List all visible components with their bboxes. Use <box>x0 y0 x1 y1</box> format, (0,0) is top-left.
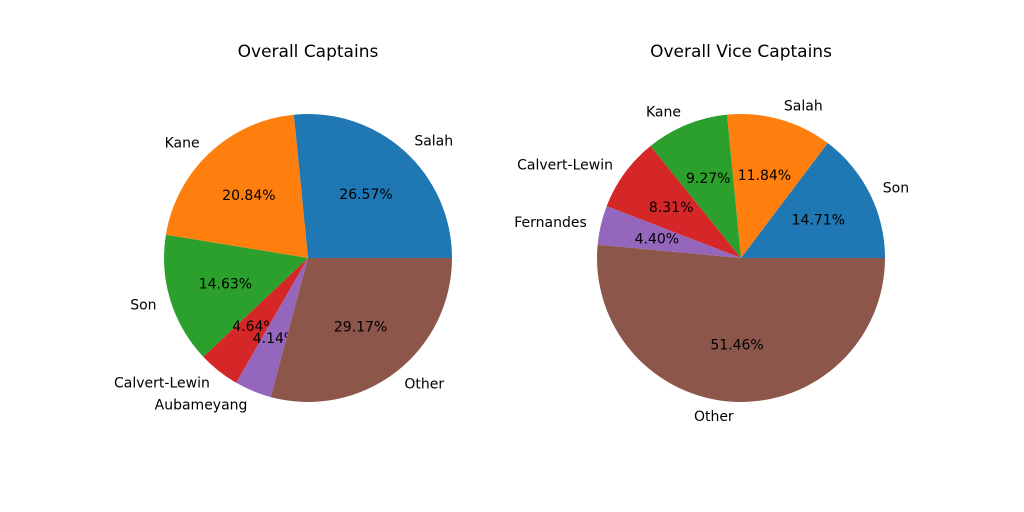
captains-label-calvert-lewin: Calvert-Lewin <box>114 375 210 391</box>
captains-pie-chart: Overall Captains Salah 26.57% Kane 20.84% So… <box>114 42 453 413</box>
vice-captains-pct-kane: 9.27% <box>686 171 730 187</box>
captains-slices: Salah 26.57% Kane 20.84% Son 14.63% Calvert-Le… <box>114 114 453 413</box>
captains-slice-kane <box>165 114 308 258</box>
vice-captains-slice-calvert-lewin <box>606 146 741 258</box>
captains-label-salah: Salah <box>414 134 453 150</box>
vice-captains-chart-title: Overall Vice Captains <box>650 42 832 62</box>
captains-slice-son <box>164 234 308 357</box>
vice-captains-pct-salah: 11.84% <box>738 168 791 184</box>
vice-captains-slice-fernandes <box>597 206 741 258</box>
captains-slice-other <box>270 258 452 402</box>
vice-captains-pie-chart: Overall Vice Captains Son 14.71% Salah 11.8… <box>514 42 909 425</box>
vice-captains-slice-other <box>597 244 885 403</box>
captains-slice-salah <box>293 114 452 258</box>
captains-label-aubameyang: Aubameyang <box>155 397 248 413</box>
vice-captains-label-salah: Salah <box>784 99 823 115</box>
captains-pct-other: 29.17% <box>334 320 387 336</box>
vice-captains-label-fernandes: Fernandes <box>514 215 587 231</box>
vice-captains-pct-calvert-lewin: 8.31% <box>649 200 693 216</box>
vice-captains-slices: Son 14.71% Salah 11.84% Kane 9.27% Calvert-Lew… <box>514 99 909 426</box>
vice-captains-label-other: Other <box>694 409 734 425</box>
captains-label-son: Son <box>130 297 156 313</box>
vice-captains-slice-kane <box>650 114 741 258</box>
captains-label-other: Other <box>404 377 444 393</box>
captains-chart-title: Overall Captains <box>238 42 379 62</box>
captains-pct-kane: 20.84% <box>222 188 275 204</box>
captains-slice-calvert-lewin <box>203 258 308 383</box>
vice-captains-pct-son: 14.71% <box>792 212 845 228</box>
captains-label-kane: Kane <box>165 135 200 151</box>
captains-pct-son: 14.63% <box>199 276 252 292</box>
captains-pct-salah: 26.57% <box>339 187 392 203</box>
vice-captains-pct-fernandes: 4.40% <box>635 231 679 247</box>
vice-captains-label-kane: Kane <box>646 104 681 120</box>
captains-pct-calvert-lewin: 4.64% <box>232 319 276 335</box>
vice-captains-slice-son <box>741 143 885 258</box>
captains-slice-aubameyang <box>236 258 308 398</box>
vice-captains-label-calvert-lewin: Calvert-Lewin <box>517 158 613 174</box>
vice-captains-slice-salah <box>726 114 828 258</box>
vice-captains-label-son: Son <box>883 180 909 196</box>
vice-captains-pct-other: 51.46% <box>710 337 763 353</box>
